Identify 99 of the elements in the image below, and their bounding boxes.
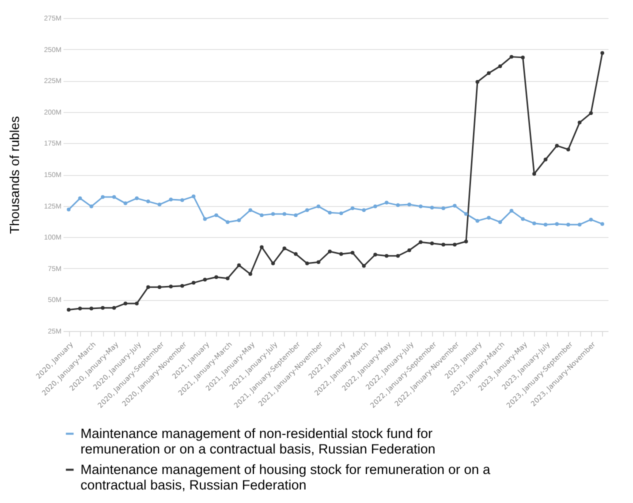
point — [146, 200, 150, 204]
point — [362, 208, 366, 212]
point — [305, 208, 309, 212]
point — [555, 144, 559, 148]
point — [124, 302, 128, 306]
point — [544, 158, 548, 162]
point — [168, 284, 173, 288]
point — [407, 202, 412, 206]
point — [248, 208, 252, 212]
point — [578, 222, 582, 226]
point — [124, 201, 128, 206]
point — [578, 120, 582, 124]
point — [396, 254, 400, 258]
legend-label: Maintenance management of housing stock for remuneration or on a contractual basis, Russian Federation — [80, 462, 491, 492]
point — [441, 242, 446, 246]
point — [226, 276, 230, 280]
point — [271, 212, 275, 216]
point — [192, 194, 196, 198]
point — [464, 212, 468, 216]
point — [384, 200, 388, 205]
point — [430, 206, 434, 210]
point — [544, 222, 548, 226]
point — [510, 208, 514, 213]
point — [294, 213, 298, 218]
point — [486, 71, 491, 75]
point — [441, 206, 446, 210]
point — [464, 240, 468, 244]
point — [294, 252, 298, 256]
point — [532, 172, 536, 176]
point — [589, 111, 593, 116]
point — [158, 202, 162, 206]
point — [260, 213, 264, 218]
point — [271, 262, 275, 266]
point — [78, 306, 82, 310]
point — [112, 306, 116, 310]
point — [203, 278, 207, 282]
point — [100, 306, 105, 310]
point — [180, 198, 184, 202]
point — [100, 195, 105, 199]
point — [350, 206, 354, 210]
point — [555, 222, 559, 226]
point — [226, 220, 230, 224]
point — [328, 250, 332, 254]
point — [158, 285, 162, 290]
point — [168, 198, 173, 202]
point — [180, 284, 184, 288]
point — [112, 195, 116, 199]
point — [498, 220, 502, 224]
point — [510, 54, 514, 59]
point — [476, 80, 480, 84]
point — [362, 264, 366, 268]
point — [589, 218, 593, 222]
point — [203, 217, 207, 221]
point — [430, 241, 434, 246]
point — [146, 285, 150, 290]
point — [316, 260, 320, 264]
point — [237, 263, 241, 268]
point — [520, 217, 525, 221]
point — [452, 242, 457, 246]
point — [339, 252, 344, 256]
point — [134, 196, 139, 200]
point — [90, 204, 94, 208]
point — [532, 221, 536, 226]
point — [192, 280, 196, 285]
point — [282, 212, 286, 216]
point — [316, 204, 320, 208]
point — [498, 64, 502, 68]
point — [260, 245, 264, 249]
point — [520, 56, 525, 60]
point — [373, 252, 378, 256]
point — [566, 148, 570, 152]
point — [600, 222, 604, 226]
point — [66, 208, 71, 212]
point — [600, 51, 604, 55]
point — [566, 222, 570, 226]
point — [384, 254, 388, 258]
point — [78, 196, 82, 200]
point — [452, 204, 457, 208]
point — [248, 272, 252, 276]
point — [373, 204, 378, 208]
point — [486, 216, 491, 220]
point — [407, 248, 412, 252]
point — [305, 262, 309, 266]
point — [237, 218, 241, 222]
point — [214, 213, 218, 218]
point — [476, 218, 480, 223]
point — [66, 308, 71, 312]
point — [282, 246, 286, 250]
legend-label: Maintenance management of non-residential stock fund for remuneration or on a contractual basis, Russian Federation — [80, 426, 436, 456]
point — [418, 204, 423, 208]
point — [396, 203, 400, 208]
point — [418, 240, 423, 244]
point — [350, 250, 354, 255]
point — [134, 302, 139, 306]
y-axis-title: Thousands of rubles — [6, 116, 22, 234]
point — [90, 306, 94, 310]
point — [339, 211, 344, 216]
point — [328, 210, 332, 215]
point — [214, 275, 218, 280]
